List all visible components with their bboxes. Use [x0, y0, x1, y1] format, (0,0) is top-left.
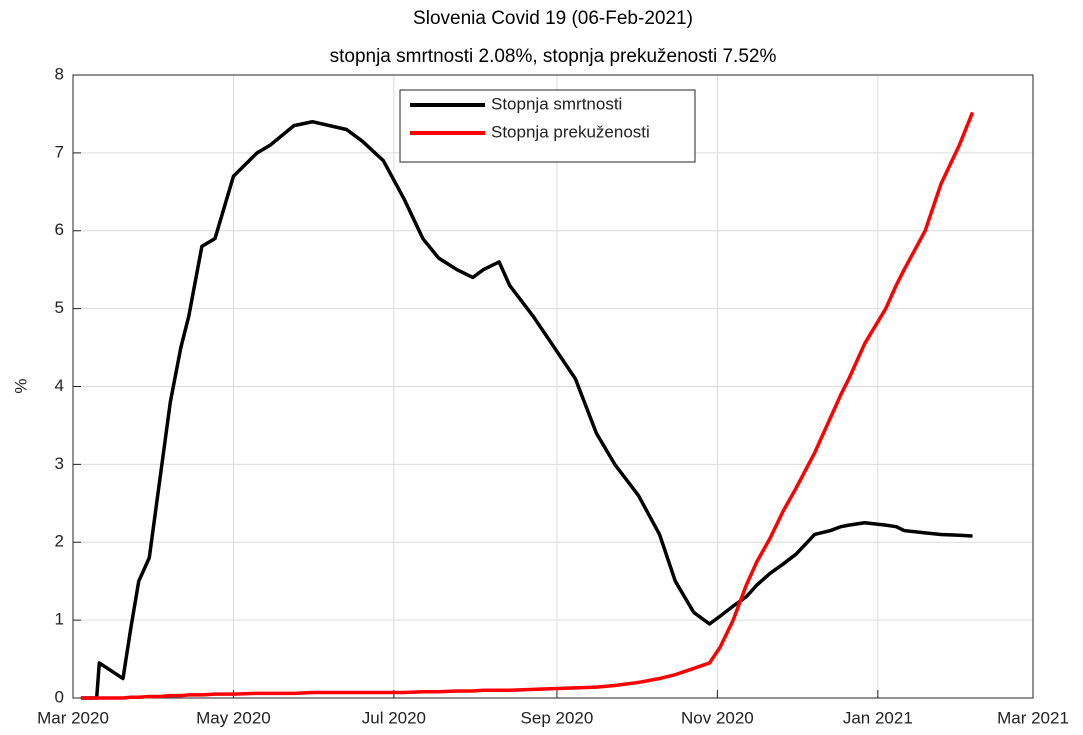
y-tick-label: 8 [55, 64, 64, 83]
y-tick-label: 1 [55, 610, 64, 629]
data-line [80, 119, 973, 700]
chart-title: Slovenia Covid 19 (06-Feb-2021) [413, 8, 693, 29]
x-tick-label: Nov 2020 [681, 708, 754, 727]
y-tick-label: 4 [55, 376, 64, 395]
legend-label: Stopnja prekuženosti [491, 122, 650, 141]
x-tick-label: Mar 2021 [997, 708, 1069, 727]
y-tick-label: 5 [55, 298, 64, 317]
y-tick-label: 3 [55, 454, 64, 473]
x-tick-label: Jan 2021 [843, 708, 913, 727]
x-tick-label: Sep 2020 [521, 708, 594, 727]
data-line [80, 111, 975, 700]
y-tick-label: 6 [55, 220, 64, 239]
y-tick-label: 7 [55, 142, 64, 161]
chart-subtitle: stopnja smrtnosti 2.08%, stopnja prekuže… [330, 46, 777, 67]
legend-box [399, 89, 696, 163]
x-tick-label: Mar 2020 [37, 708, 109, 727]
y-tick-label: 0 [55, 687, 64, 706]
x-tick-label: Jul 2020 [362, 708, 426, 727]
y-tick-label: 2 [55, 532, 64, 551]
y-axis-label: % [11, 378, 30, 393]
x-tick-label: May 2020 [196, 708, 271, 727]
legend-label: Stopnja smrtnosti [491, 94, 622, 113]
axes-box [72, 74, 1034, 699]
legend: Stopnja smrtnosti Stopnja prekuženosti [399, 89, 696, 163]
